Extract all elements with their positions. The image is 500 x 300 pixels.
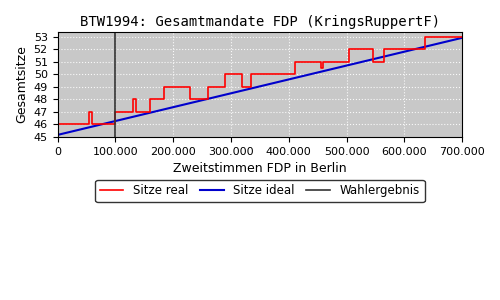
Sitze real	[167, 85, 173, 88]
Sitze real	[384, 47, 390, 51]
Sitze real	[101, 122, 107, 126]
Sitze real	[205, 98, 211, 101]
Sitze real	[242, 85, 248, 88]
Sitze real	[381, 60, 387, 63]
Legend: Sitze real, Sitze ideal, Wahlergebnis: Sitze real, Sitze ideal, Wahlergebnis	[95, 179, 424, 202]
Sitze real	[292, 72, 298, 76]
Sitze real	[350, 47, 356, 51]
Sitze real	[298, 60, 304, 63]
Sitze real	[193, 98, 199, 101]
Sitze real	[248, 85, 254, 88]
Sitze real	[130, 110, 136, 113]
Sitze real	[225, 72, 231, 76]
Y-axis label: Gesamtsitze: Gesamtsitze	[15, 45, 28, 123]
Sitze real	[60, 122, 66, 126]
Sitze real	[150, 98, 156, 101]
Sitze real	[147, 110, 153, 113]
Sitze real	[112, 122, 118, 126]
Sitze real	[86, 122, 92, 126]
Sitze real	[422, 47, 428, 51]
Sitze real	[370, 47, 376, 51]
Sitze real	[318, 60, 324, 63]
Sitze real	[132, 98, 138, 101]
Sitze real	[240, 72, 246, 76]
Sitze real	[89, 110, 95, 113]
Sitze real	[320, 66, 326, 70]
Sitze real	[222, 85, 228, 88]
Line: Sitze real: Sitze real	[58, 37, 462, 137]
Sitze real	[346, 60, 352, 63]
Sitze real	[188, 85, 194, 88]
Sitze real	[54, 135, 60, 139]
Sitze real	[210, 85, 216, 88]
Title: BTW1994: Gesamtmandate FDP (KringsRuppertF): BTW1994: Gesamtmandate FDP (KringsRupper…	[80, 15, 440, 29]
Sitze real	[251, 72, 257, 76]
X-axis label: Zweitstimmen FDP in Berlin: Zweitstimmen FDP in Berlin	[173, 162, 346, 175]
Sitze real	[324, 60, 330, 63]
Sitze real	[115, 110, 121, 113]
Sitze real	[459, 35, 465, 38]
Sitze real	[424, 35, 430, 38]
Sitze real	[372, 60, 378, 63]
Sitze real	[162, 98, 168, 101]
